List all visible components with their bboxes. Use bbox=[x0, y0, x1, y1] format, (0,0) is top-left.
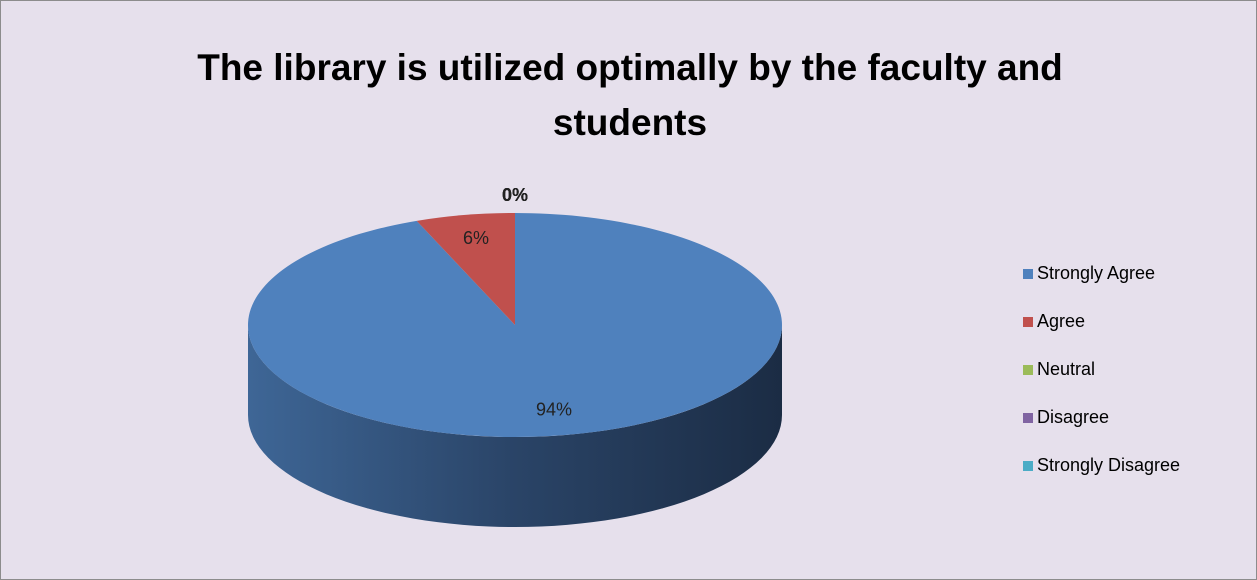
data-label: 94% bbox=[536, 400, 572, 420]
legend-swatch bbox=[1023, 413, 1033, 423]
chart-title: The library is utilized optimally by the… bbox=[197, 47, 1063, 143]
legend-label: Disagree bbox=[1037, 407, 1109, 427]
legend-swatch bbox=[1023, 269, 1033, 279]
legend-swatch bbox=[1023, 461, 1033, 471]
slice-side bbox=[248, 325, 782, 527]
legend-label: Neutral bbox=[1037, 359, 1095, 379]
legend-swatch bbox=[1023, 317, 1033, 327]
data-label: 0% bbox=[502, 185, 528, 205]
legend-label: Strongly Agree bbox=[1037, 263, 1155, 283]
data-label: 0% bbox=[502, 185, 528, 205]
legend-label: Agree bbox=[1037, 311, 1085, 331]
legend-swatch bbox=[1023, 365, 1033, 375]
data-label: 0% bbox=[502, 185, 528, 205]
slice bbox=[416, 213, 515, 325]
legend-label: Strongly Disagree bbox=[1037, 455, 1180, 475]
data-label: 6% bbox=[463, 228, 489, 248]
